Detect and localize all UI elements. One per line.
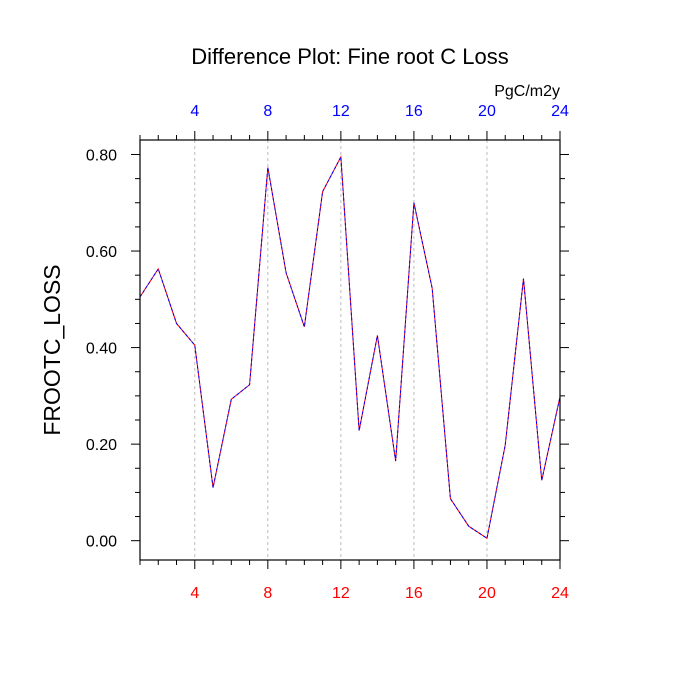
x-tick-label-bottom-24: 24	[551, 585, 569, 602]
x-tick-label-bottom-8: 8	[263, 585, 272, 602]
label-layer: 4 4 8 8 12 12 16 16 20 20 24 24 0.00 0.20 0.40 0.60 0.80	[86, 103, 569, 602]
units-label: PgC/m2y	[494, 83, 560, 100]
y-tick-label-4: 0.80	[86, 147, 117, 164]
x-tick-label-top-8: 8	[263, 103, 272, 120]
y-tick-label-1: 0.20	[86, 437, 117, 454]
x-tick-label-bottom-12: 12	[332, 585, 350, 602]
y-tick-label-0: 0.00	[86, 534, 117, 551]
y-tick-label-3: 0.60	[86, 244, 117, 261]
chart-title: Difference Plot: Fine root C Loss	[191, 44, 509, 69]
tick-layer	[131, 131, 569, 569]
x-tick-label-top-24: 24	[551, 103, 569, 120]
y-axis-label: FROOTC_LOSS	[39, 264, 65, 435]
series-line-series-b	[139, 155, 561, 540]
plot-frame	[139, 139, 561, 561]
series-layer	[139, 155, 561, 540]
x-tick-label-bottom-16: 16	[405, 585, 423, 602]
grid-layer	[194, 140, 488, 560]
series-line-series-a	[139, 155, 561, 540]
x-tick-label-top-4: 4	[190, 103, 199, 120]
x-tick-label-top-20: 20	[478, 103, 496, 120]
x-tick-label-top-16: 16	[405, 103, 423, 120]
x-tick-label-top-12: 12	[332, 103, 350, 120]
x-tick-label-bottom-20: 20	[478, 585, 496, 602]
x-tick-label-bottom-4: 4	[190, 585, 199, 602]
y-tick-label-2: 0.40	[86, 341, 117, 358]
